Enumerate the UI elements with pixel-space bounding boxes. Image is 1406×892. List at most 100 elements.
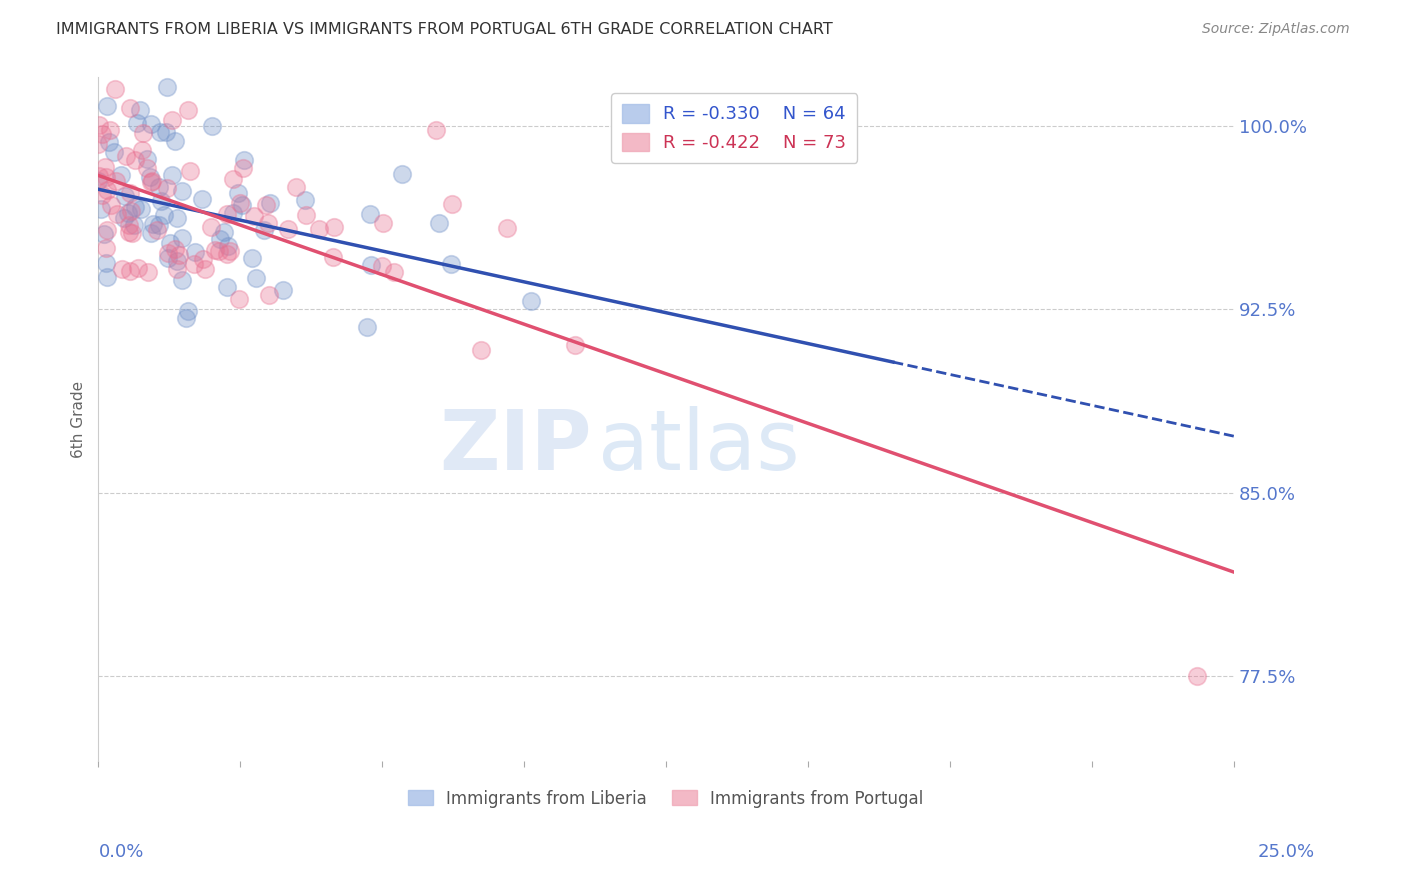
Point: [259, 196, 281, 211]
Point: [277, 222, 299, 236]
Point: [94, 256, 117, 270]
Point: [183, 245, 205, 260]
Point: [191, 192, 214, 206]
Point: [172, 273, 194, 287]
Point: [124, 153, 146, 167]
Point: [218, 238, 240, 252]
Y-axis label: 6th Grade: 6th Grade: [72, 381, 86, 458]
Text: Source: ZipAtlas.com: Source: ZipAtlas.com: [1202, 22, 1350, 37]
Point: [152, 208, 174, 222]
Point: [96, 99, 118, 113]
Point: [166, 211, 188, 225]
Point: [166, 253, 188, 268]
Point: [200, 220, 222, 235]
Point: [98, 123, 121, 137]
Point: [231, 197, 253, 211]
Point: [118, 218, 141, 232]
Point: [564, 338, 586, 352]
Point: [177, 304, 200, 318]
Point: [96, 269, 118, 284]
Point: [212, 225, 235, 239]
Point: [256, 216, 278, 230]
Point: [245, 270, 267, 285]
Point: [91, 188, 114, 202]
Text: ZIP: ZIP: [440, 406, 592, 487]
Point: [120, 204, 142, 219]
Point: [112, 211, 135, 226]
Point: [194, 262, 217, 277]
Point: [183, 257, 205, 271]
Point: [294, 193, 316, 207]
Point: [124, 200, 146, 214]
Text: IMMIGRANTS FROM LIBERIA VS IMMIGRANTS FROM PORTUGAL 6TH GRADE CORRELATION CHART: IMMIGRANTS FROM LIBERIA VS IMMIGRANTS FR…: [56, 22, 832, 37]
Point: [159, 235, 181, 250]
Legend: Immigrants from Liberia, Immigrants from Portugal: Immigrants from Liberia, Immigrants from…: [401, 783, 931, 814]
Point: [139, 170, 162, 185]
Point: [87, 136, 110, 151]
Point: [495, 221, 517, 235]
Point: [172, 231, 194, 245]
Point: [233, 153, 256, 168]
Point: [156, 246, 179, 260]
Point: [129, 103, 152, 118]
Point: [228, 292, 250, 306]
Point: [156, 181, 179, 195]
Point: [391, 167, 413, 181]
Point: [120, 264, 142, 278]
Point: [308, 222, 330, 236]
Point: [204, 243, 226, 257]
Point: [94, 169, 117, 184]
Point: [322, 250, 344, 264]
Point: [155, 80, 177, 95]
Point: [427, 216, 450, 230]
Point: [243, 209, 266, 223]
Point: [139, 117, 162, 131]
Point: [100, 198, 122, 212]
Point: [149, 124, 172, 138]
Point: [94, 160, 117, 174]
Point: [371, 260, 394, 274]
Point: [87, 169, 110, 184]
Point: [141, 217, 163, 231]
Point: [110, 168, 132, 182]
Point: [93, 227, 115, 241]
Point: [150, 194, 173, 208]
Point: [122, 218, 145, 232]
Point: [98, 135, 121, 149]
Point: [240, 251, 263, 265]
Point: [87, 174, 110, 188]
Point: [156, 251, 179, 265]
Point: [425, 123, 447, 137]
Point: [257, 288, 280, 302]
Point: [382, 265, 405, 279]
Point: [111, 262, 134, 277]
Point: [440, 257, 463, 271]
Point: [232, 161, 254, 176]
Point: [217, 207, 239, 221]
Point: [222, 172, 245, 186]
Point: [148, 218, 170, 232]
Point: [125, 116, 148, 130]
Point: [271, 283, 294, 297]
Point: [193, 252, 215, 266]
Point: [167, 248, 190, 262]
Point: [90, 127, 112, 141]
Point: [105, 207, 128, 221]
Point: [360, 258, 382, 272]
Point: [201, 119, 224, 133]
Point: [470, 343, 492, 357]
Point: [295, 208, 318, 222]
Point: [114, 189, 136, 203]
Point: [118, 102, 141, 116]
Point: [162, 112, 184, 127]
Point: [166, 261, 188, 276]
Point: [87, 118, 110, 132]
Point: [174, 310, 197, 325]
Point: [138, 265, 160, 279]
Point: [217, 247, 239, 261]
Point: [90, 202, 112, 217]
Point: [160, 168, 183, 182]
Point: [141, 174, 163, 188]
Point: [94, 240, 117, 254]
Point: [323, 219, 346, 234]
